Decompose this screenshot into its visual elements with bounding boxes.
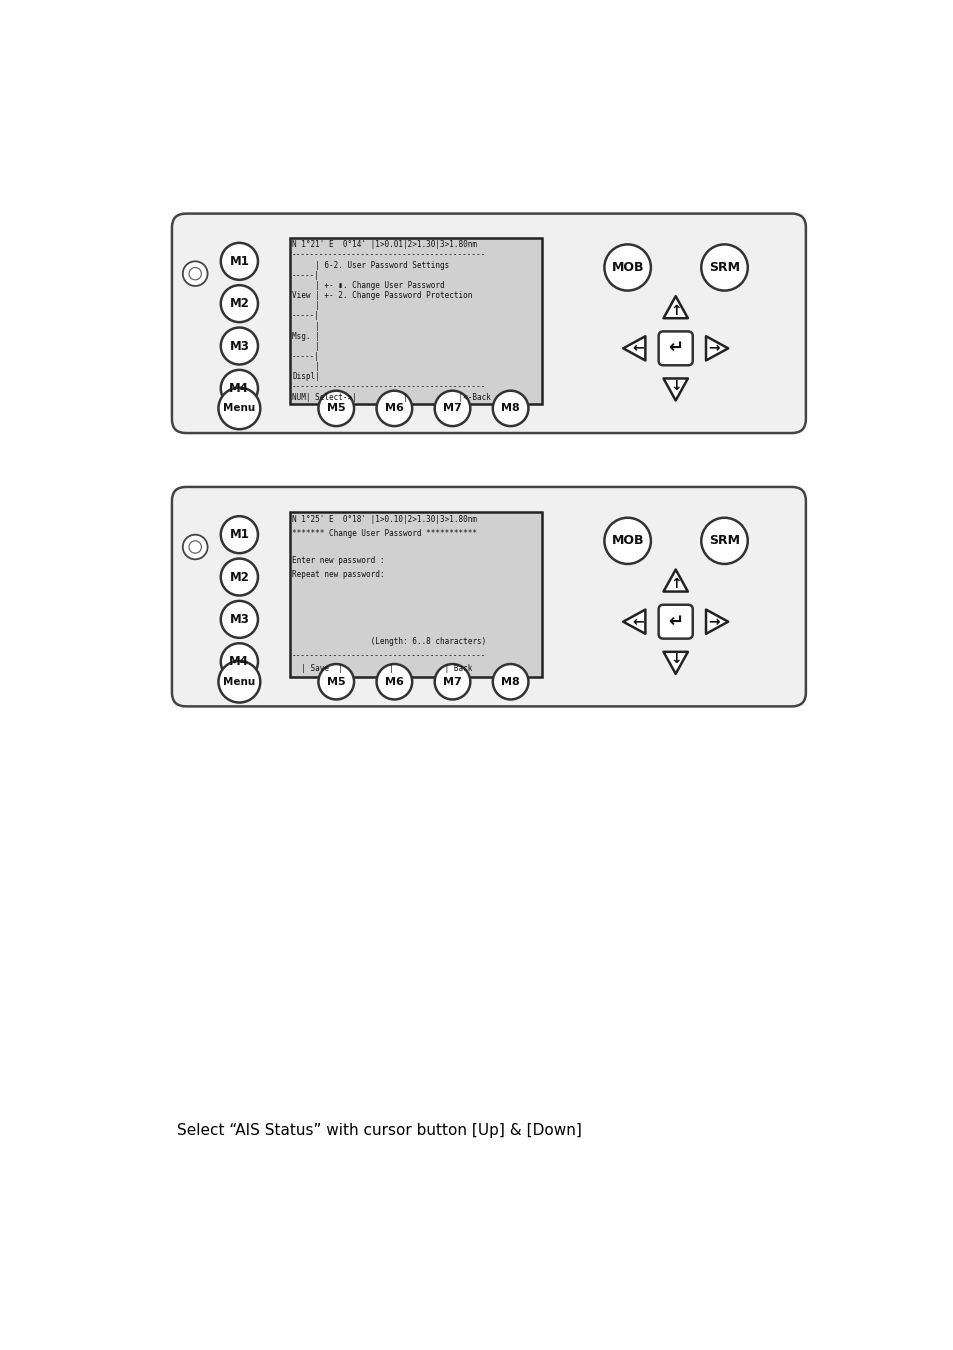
- Circle shape: [318, 664, 354, 699]
- Circle shape: [700, 518, 747, 564]
- Text: M3: M3: [230, 340, 249, 352]
- Circle shape: [189, 267, 201, 279]
- Text: | +- ▮. Change User Password: | +- ▮. Change User Password: [292, 281, 444, 290]
- Text: Select “AIS Status” with cursor button [Up] & [Down]: Select “AIS Status” with cursor button […: [177, 1123, 581, 1138]
- Text: M4: M4: [229, 655, 249, 668]
- Circle shape: [218, 662, 260, 702]
- FancyBboxPatch shape: [172, 487, 805, 706]
- Circle shape: [376, 390, 412, 427]
- Text: N 1°21' E  0°14' |1>0.01|2>1.30|3>1.80nm: N 1°21' E 0°14' |1>0.01|2>1.30|3>1.80nm: [292, 240, 476, 250]
- Circle shape: [220, 243, 257, 279]
- Text: M1: M1: [230, 255, 249, 267]
- Text: |: |: [292, 321, 319, 331]
- Text: M4: M4: [229, 382, 249, 396]
- Circle shape: [376, 664, 412, 699]
- Text: MOB: MOB: [611, 261, 643, 274]
- Polygon shape: [663, 296, 687, 319]
- Text: Displ|: Displ|: [292, 373, 319, 381]
- Circle shape: [604, 244, 650, 290]
- Text: M8: M8: [500, 676, 519, 687]
- Text: M5: M5: [327, 404, 345, 413]
- Text: | Save  |          |           | Back: | Save | | | Back: [292, 664, 472, 674]
- Polygon shape: [705, 610, 727, 633]
- Circle shape: [220, 285, 257, 323]
- Text: View | +- 2. Change Password Protection: View | +- 2. Change Password Protection: [292, 292, 472, 300]
- Circle shape: [220, 516, 257, 554]
- Text: |: |: [292, 342, 319, 351]
- Polygon shape: [622, 336, 644, 360]
- Text: Msg. |: Msg. |: [292, 332, 319, 340]
- Circle shape: [604, 518, 650, 564]
- Text: -----|: -----|: [292, 271, 319, 279]
- Polygon shape: [622, 610, 644, 633]
- Circle shape: [220, 370, 257, 406]
- Text: -----|: -----|: [292, 312, 319, 320]
- Text: M2: M2: [230, 571, 249, 583]
- FancyBboxPatch shape: [290, 238, 541, 404]
- Text: Enter new password :: Enter new password :: [292, 556, 384, 566]
- Polygon shape: [663, 378, 687, 401]
- Text: Menu: Menu: [223, 404, 255, 413]
- Text: Repeat new password:: Repeat new password:: [292, 570, 384, 579]
- Polygon shape: [663, 570, 687, 591]
- Circle shape: [493, 390, 528, 427]
- Text: |: |: [292, 301, 319, 310]
- Text: ↑: ↑: [669, 304, 680, 317]
- Text: SRM: SRM: [708, 261, 740, 274]
- Circle shape: [220, 328, 257, 365]
- FancyBboxPatch shape: [658, 331, 692, 366]
- Text: ******* Change User Password ***********: ******* Change User Password ***********: [292, 529, 476, 537]
- Text: Menu: Menu: [223, 676, 255, 687]
- Text: M3: M3: [230, 613, 249, 626]
- Text: →: →: [707, 342, 719, 355]
- Text: ------------------------------------------: ----------------------------------------…: [292, 651, 486, 660]
- Text: ←: ←: [631, 342, 643, 355]
- Text: M7: M7: [442, 676, 461, 687]
- Text: N 1°25' E  0°18' |1>0.10|2>1.30|3>1.80nm: N 1°25' E 0°18' |1>0.10|2>1.30|3>1.80nm: [292, 516, 476, 524]
- Text: M7: M7: [442, 404, 461, 413]
- Circle shape: [183, 535, 208, 559]
- Circle shape: [183, 262, 208, 286]
- Polygon shape: [705, 336, 727, 360]
- FancyBboxPatch shape: [290, 512, 541, 678]
- Circle shape: [700, 244, 747, 290]
- Text: ------------------------------------------: ----------------------------------------…: [292, 251, 486, 259]
- Text: M1: M1: [230, 528, 249, 541]
- Circle shape: [189, 541, 201, 554]
- FancyBboxPatch shape: [172, 213, 805, 433]
- Circle shape: [220, 643, 257, 680]
- Text: -----|: -----|: [292, 352, 319, 360]
- Text: ←: ←: [631, 614, 643, 629]
- Circle shape: [218, 387, 260, 429]
- Text: M6: M6: [384, 676, 403, 687]
- Circle shape: [220, 559, 257, 595]
- Text: ↑: ↑: [669, 576, 680, 591]
- Circle shape: [435, 390, 470, 427]
- Text: | 6-2. User Password Settings: | 6-2. User Password Settings: [292, 261, 449, 270]
- Text: NUM| Select->|          |           |<-Back: NUM| Select->| | |<-Back: [292, 393, 491, 402]
- Text: ------------------------------------------: ----------------------------------------…: [292, 382, 486, 391]
- Circle shape: [318, 390, 354, 427]
- Circle shape: [493, 664, 528, 699]
- Polygon shape: [663, 652, 687, 674]
- Text: M6: M6: [384, 404, 403, 413]
- Text: ↵: ↵: [667, 339, 682, 358]
- Text: MOB: MOB: [611, 535, 643, 547]
- Text: M5: M5: [327, 676, 345, 687]
- Text: |: |: [292, 362, 319, 371]
- Text: (Length: 6..8 characters): (Length: 6..8 characters): [292, 637, 486, 647]
- Text: ↓: ↓: [669, 379, 680, 393]
- FancyBboxPatch shape: [658, 605, 692, 639]
- Text: →: →: [707, 614, 719, 629]
- Circle shape: [220, 601, 257, 637]
- Text: SRM: SRM: [708, 535, 740, 547]
- Text: ↓: ↓: [669, 652, 680, 667]
- Text: ↵: ↵: [667, 613, 682, 630]
- Text: M2: M2: [230, 297, 249, 310]
- Text: M8: M8: [500, 404, 519, 413]
- Circle shape: [435, 664, 470, 699]
